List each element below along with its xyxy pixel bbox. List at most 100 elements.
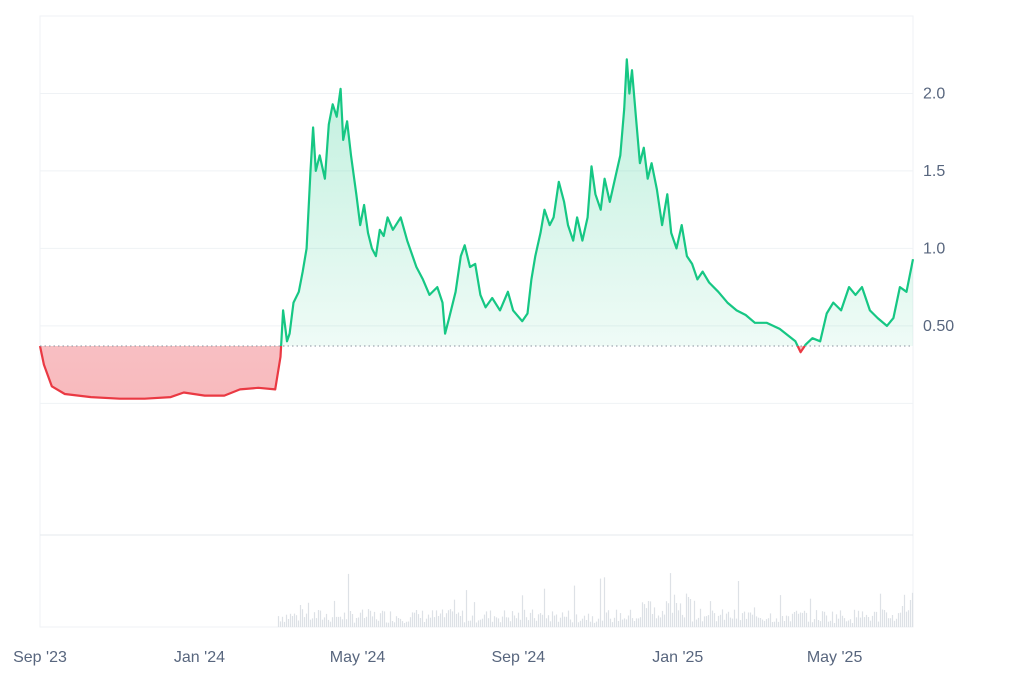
volume-bar — [633, 621, 636, 627]
volume-bar — [775, 618, 778, 627]
volume-bar — [613, 617, 616, 627]
volume-bar — [397, 618, 400, 627]
volume-bar — [423, 622, 426, 627]
volume-bar — [511, 611, 514, 627]
volume-bar — [829, 620, 832, 627]
volume-bar — [741, 613, 744, 627]
volume-bar — [869, 620, 872, 627]
volume-bar — [657, 615, 660, 627]
volume-bar — [353, 622, 356, 627]
price-line-up — [40, 58, 915, 346]
volume-bar — [835, 614, 838, 627]
volume-bar — [381, 610, 384, 627]
volume-bar — [501, 616, 504, 627]
volume-bar — [837, 618, 840, 627]
volume-bar — [441, 609, 444, 627]
volume-bar — [879, 593, 882, 627]
volume-bar — [493, 616, 496, 627]
volume-bar — [695, 619, 698, 627]
volume-bar — [645, 608, 648, 627]
volume-bar — [515, 618, 518, 627]
volume-bar — [285, 614, 288, 627]
volume-bar — [781, 616, 784, 627]
volume-bar — [705, 616, 708, 627]
volume-bar — [385, 622, 388, 627]
volume-bar — [641, 602, 644, 627]
volume-bar — [551, 611, 554, 627]
area-below-baseline — [40, 346, 913, 399]
volume-bar — [561, 612, 564, 627]
volume-bar — [821, 611, 824, 627]
volume-bar — [679, 603, 682, 627]
volume-bar — [685, 593, 688, 627]
volume-bar — [475, 622, 478, 627]
volume-bar — [677, 610, 680, 627]
volume-bars — [277, 573, 914, 627]
volume-bar — [333, 600, 336, 627]
volume-bar — [871, 615, 874, 627]
volume-bar — [411, 612, 414, 627]
volume-bar — [415, 610, 418, 627]
volume-bar — [497, 618, 500, 627]
volume-bar — [465, 590, 468, 627]
volume-bar — [629, 609, 632, 627]
volume-bar — [405, 621, 408, 627]
volume-bar — [715, 621, 718, 627]
volume-bar — [611, 622, 614, 627]
volume-bar — [749, 612, 752, 627]
volume-bar — [549, 621, 552, 627]
volume-bar — [723, 619, 726, 627]
volume-bar — [843, 618, 846, 627]
volume-bar — [471, 615, 474, 627]
volume-bar — [533, 618, 536, 627]
volume-bar — [907, 610, 910, 627]
volume-bar — [555, 614, 558, 627]
volume-bar — [823, 611, 826, 627]
volume-bar — [363, 618, 366, 627]
volume-bar — [885, 612, 888, 627]
volume-bar — [853, 609, 856, 627]
volume-bar — [523, 609, 526, 627]
volume-bar — [553, 615, 556, 627]
volume-bar — [461, 610, 464, 627]
y-tick-label: 0.50 — [923, 318, 954, 335]
volume-bar — [729, 617, 732, 627]
volume-bar — [673, 594, 676, 627]
volume-bar — [819, 621, 822, 627]
volume-bar — [833, 623, 836, 627]
volume-bar — [605, 612, 608, 627]
volume-bar — [789, 621, 792, 627]
volume-bar — [849, 619, 852, 627]
price-lines — [38, 58, 915, 400]
volume-bar — [309, 619, 312, 627]
volume-bar — [779, 595, 782, 627]
volume-bar — [883, 610, 886, 627]
volume-bar — [453, 599, 456, 627]
volume-bar — [647, 601, 650, 627]
x-tick-label: Jan '25 — [652, 649, 703, 666]
volume-bar — [595, 621, 598, 627]
volume-bar — [777, 621, 780, 627]
volume-bar — [637, 618, 640, 627]
volume-bar — [293, 613, 296, 627]
volume-bar — [575, 614, 578, 627]
volume-bar — [357, 617, 360, 627]
volume-bar — [337, 616, 340, 627]
volume-bar — [667, 603, 670, 627]
volume-bar — [799, 612, 802, 627]
volume-bar — [503, 610, 506, 627]
volume-bar — [539, 613, 542, 627]
volume-bar — [675, 603, 678, 627]
volume-bar — [379, 613, 382, 627]
volume-bar — [905, 611, 908, 627]
volume-bar — [763, 620, 766, 627]
x-tick-label: Sep '24 — [491, 649, 545, 666]
volume-bar — [433, 617, 436, 627]
volume-bar — [579, 620, 582, 627]
volume-bar — [841, 615, 844, 627]
volume-bar — [389, 611, 392, 627]
volume-bar — [607, 610, 610, 627]
volume-bar — [733, 609, 736, 627]
